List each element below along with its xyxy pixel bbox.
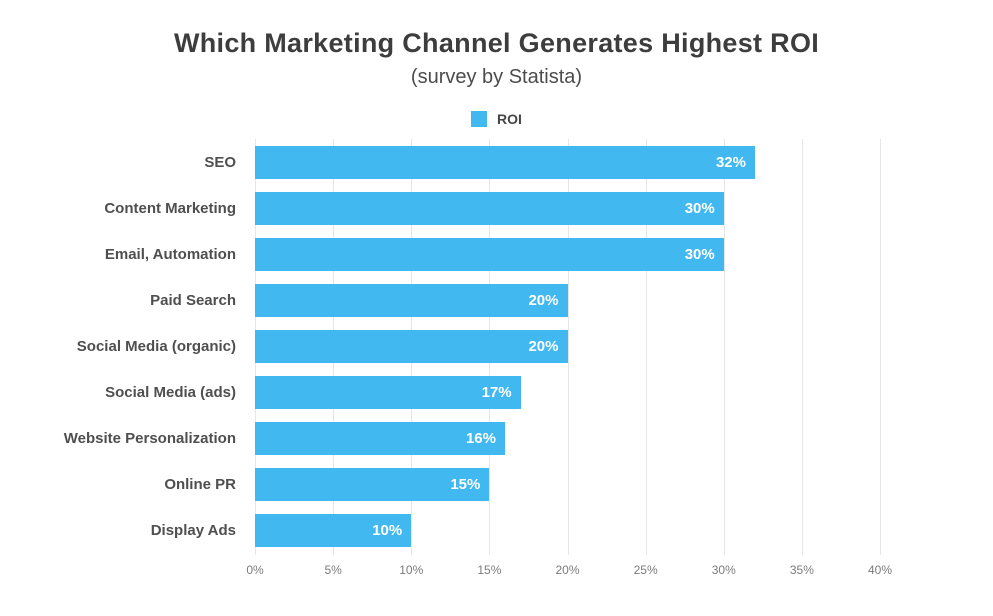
bar-track: 20% [255, 283, 880, 317]
x-tick-label: 40% [867, 563, 893, 577]
legend-label: ROI [497, 111, 522, 127]
legend-swatch [471, 111, 488, 127]
bar-row: Online PR 15% [0, 461, 993, 507]
bar: 10% [255, 513, 412, 547]
bar-row: Email, Automation 30% [0, 231, 993, 277]
bar-track: 32% [255, 145, 880, 179]
x-tick-label: 30% [711, 563, 736, 577]
bar-rows: SEO 32% Content Marketing 30% Email, Automat… [0, 139, 993, 553]
bar-row: Social Media (ads) 17% [0, 369, 993, 415]
bar-track: 16% [255, 421, 880, 455]
category-label: Display Ads [150, 521, 236, 539]
gridline [801, 139, 803, 555]
bar-track: 30% [255, 191, 880, 225]
x-tick-label: 15% [477, 563, 502, 577]
category-label: SEO [204, 153, 236, 171]
x-tick-label: 10% [399, 563, 424, 577]
x-tick-label: 20% [555, 563, 580, 577]
gridline [723, 139, 725, 555]
gridline [645, 139, 647, 555]
bar-value-label: 30% [684, 245, 715, 263]
bar: 20% [255, 329, 568, 363]
bar: 17% [255, 375, 521, 409]
chart-subtitle: (survey by Statista) [410, 66, 583, 88]
bar-track: 15% [255, 467, 880, 501]
bar-row: Paid Search 20% [0, 277, 993, 323]
bar-row: Website Personalization 16% [0, 415, 993, 461]
x-tick-label: 5% [324, 563, 342, 577]
gridline [567, 139, 569, 555]
category-label: Website Personalization [63, 429, 236, 447]
x-axis: 0% 5% 10% 15% 20% 25% 30% 35% 40% [246, 563, 892, 585]
chart-title: Which Marketing Channel Generates Highes… [173, 28, 820, 58]
bar-value-label: 17% [481, 383, 512, 401]
bar-track: 17% [255, 375, 880, 409]
x-tick-label: 35% [789, 563, 814, 577]
bar: 16% [255, 421, 505, 455]
x-tick-label: 0% [246, 563, 264, 577]
bar-track: 20% [255, 329, 880, 363]
bar: 30% [255, 191, 724, 225]
legend: ROI [0, 111, 993, 127]
bar-value-label: 20% [528, 337, 559, 355]
category-label: Content Marketing [104, 199, 236, 217]
category-label: Social Media (organic) [76, 337, 236, 355]
category-label: Email, Automation [104, 245, 236, 263]
bar-track: 30% [255, 237, 880, 271]
bar-value-label: 15% [450, 475, 481, 493]
bar: 32% [255, 145, 755, 179]
category-label: Social Media (ads) [105, 383, 236, 401]
bar-track: 10% [255, 513, 880, 547]
bar-value-label: 10% [372, 521, 403, 539]
bar-value-label: 32% [715, 153, 746, 171]
bar-chart: SEO 32% Content Marketing 30% Email, Automat… [0, 139, 993, 589]
bar-row: Content Marketing 30% [0, 185, 993, 231]
category-label: Paid Search [150, 291, 236, 309]
bar-value-label: 16% [465, 429, 496, 447]
bar-value-label: 20% [528, 291, 559, 309]
gridline [880, 139, 881, 555]
bar: 20% [255, 283, 568, 317]
bar-row: SEO 32% [0, 139, 993, 185]
bar-value-label: 30% [684, 199, 715, 217]
bar: 15% [255, 467, 490, 501]
bar-row: Social Media (organic) 20% [0, 323, 993, 369]
bar-row: Display Ads 10% [0, 507, 993, 553]
bar: 30% [255, 237, 724, 271]
category-label: Online PR [164, 475, 236, 493]
x-tick-label: 25% [633, 563, 658, 577]
